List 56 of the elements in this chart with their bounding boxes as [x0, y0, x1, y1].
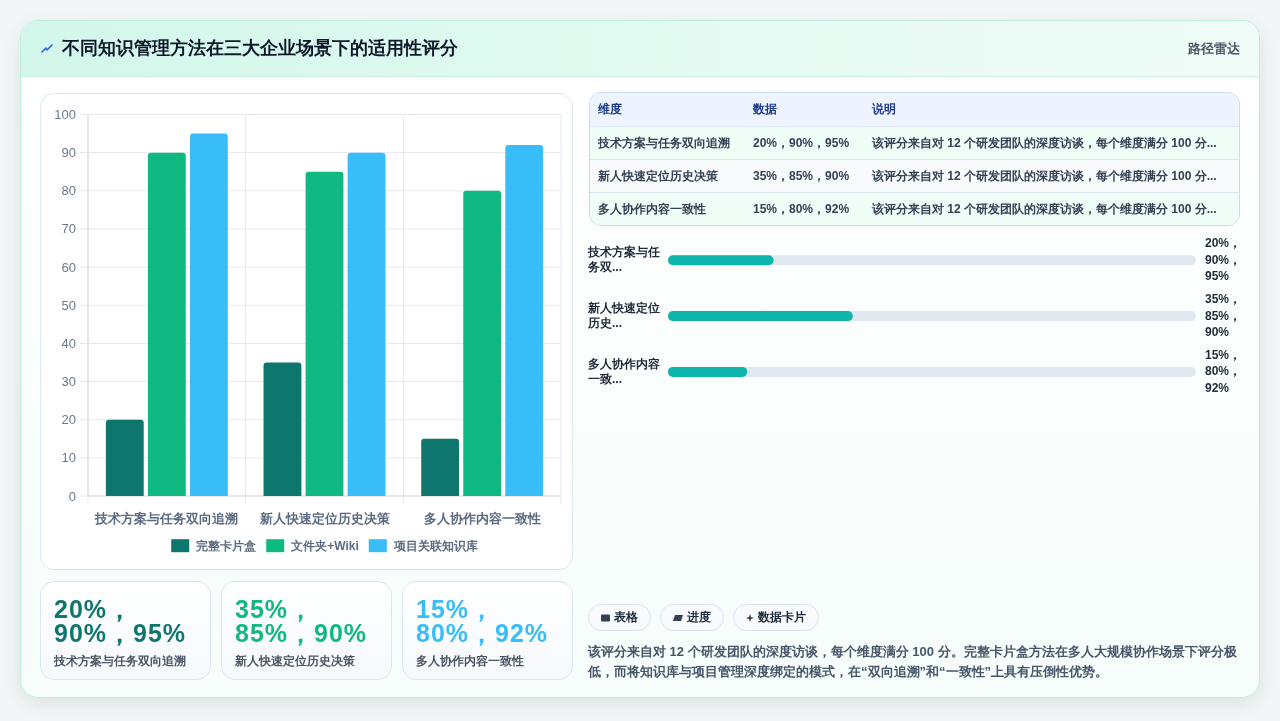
y-tick-label: 40	[61, 335, 76, 351]
text: 技术方案与任务双向追溯	[598, 135, 730, 152]
y-tick-label: 100	[54, 107, 76, 122]
text: 多人协作内容一致性	[416, 653, 525, 669]
legend-label: 项目关联知识库	[392, 538, 478, 553]
x-tick-label: 多人协作内容一致性	[423, 511, 541, 526]
text: 该评分来自对 12 个研发团队的深度访谈，每个维度满分 100 分。完整卡片盒方法在多人大规模协作场景下评分极低，而将知识库与项目管理深度绑定的模式，在“双向追溯”和“一致性”上具有压倒性优势。	[588, 643, 1238, 681]
y-tick-label: 30	[61, 374, 76, 390]
text: 20%，90%，95%	[753, 135, 850, 152]
x-tick-label: 新人快速定位历史决策	[258, 511, 391, 526]
text: 20%，90%，95%	[54, 595, 188, 647]
bar	[263, 362, 302, 496]
data-label: 20%，90%，95%	[1205, 235, 1243, 285]
text: 数据卡片	[758, 609, 806, 626]
text: 新人快速定位历史决策	[235, 653, 356, 669]
text: 数据	[753, 101, 777, 118]
text: 表格	[614, 609, 638, 626]
text: 新人快速定位历史决策	[598, 168, 718, 185]
text: 15%，80%，92%	[753, 201, 850, 218]
bar	[347, 152, 386, 496]
text: 该评分来自对 12 个研发团队的深度访谈，每个维度满分 100 分...	[872, 135, 1217, 152]
bar	[505, 145, 544, 496]
y-tick-label: 90	[61, 145, 76, 161]
category-label: 新人快速定位历史...	[588, 301, 660, 331]
text: 路径雷达	[1188, 40, 1240, 58]
text: 该评分来自对 12 个研发团队的深度访谈，每个维度满分 100 分...	[872, 201, 1217, 218]
y-tick-label: 10	[61, 450, 76, 466]
text: 进度	[687, 609, 711, 626]
data-label: 15%，80%，92%	[1205, 346, 1243, 397]
bar	[105, 419, 144, 496]
x-tick-label: 技术方案与任务双向追溯	[94, 511, 239, 526]
category-label: 多人协作内容一致...	[588, 356, 660, 386]
y-tick-label: 80	[61, 183, 76, 199]
bar	[463, 190, 502, 496]
y-tick-label: 20	[61, 412, 76, 428]
bar	[305, 171, 344, 496]
text: 维度	[598, 101, 622, 118]
text: 多人协作内容一致性	[598, 201, 706, 218]
text: 15%，80%，92%	[416, 595, 550, 647]
bar	[189, 133, 228, 496]
text: 技术方案与任务双向追溯	[54, 653, 187, 669]
text: 说明	[872, 101, 896, 118]
legend-label: 文件夹+Wiki	[290, 538, 359, 553]
bar	[147, 152, 186, 496]
y-tick-label: 60	[61, 259, 76, 275]
chart-title: 不同知识管理方法在三大企业场景下的适用性评分	[62, 37, 458, 60]
y-tick-label: 70	[61, 221, 76, 237]
text: 35%，85%，90%	[753, 168, 850, 185]
category-label: 技术方案与任务双...	[588, 245, 660, 275]
legend-label: 完整卡片盒	[196, 538, 257, 553]
text: 35%，85%，90%	[235, 595, 369, 647]
bar	[421, 438, 460, 496]
data-label: 35%，85%，90%	[1205, 291, 1243, 341]
y-tick-label: 0	[68, 488, 76, 504]
y-tick-label: 50	[61, 297, 76, 313]
text: 该评分来自对 12 个研发团队的深度访谈，每个维度满分 100 分...	[872, 168, 1217, 185]
